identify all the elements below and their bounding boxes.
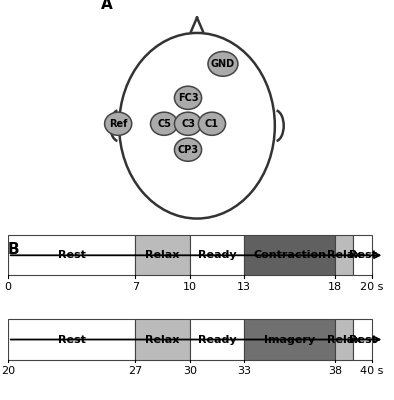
Text: GND: GND xyxy=(211,59,235,69)
Text: Contraction: Contraction xyxy=(253,250,326,260)
Text: 33: 33 xyxy=(237,366,251,376)
Bar xyxy=(335,319,353,360)
Ellipse shape xyxy=(104,112,132,135)
Bar xyxy=(353,319,372,360)
Bar xyxy=(244,235,335,276)
Text: 40 s: 40 s xyxy=(360,366,383,376)
Ellipse shape xyxy=(199,112,225,135)
Bar xyxy=(8,319,135,360)
Text: CP3: CP3 xyxy=(177,145,199,155)
Text: Relax: Relax xyxy=(327,334,361,344)
Text: Rest: Rest xyxy=(349,334,376,344)
Text: FC3: FC3 xyxy=(178,93,198,103)
Text: 30: 30 xyxy=(183,366,197,376)
Text: Ready: Ready xyxy=(198,334,236,344)
Text: 13: 13 xyxy=(237,282,251,292)
Text: B: B xyxy=(8,242,20,257)
Text: 10: 10 xyxy=(183,282,197,292)
Bar xyxy=(135,235,190,276)
Text: 0: 0 xyxy=(4,282,11,292)
Text: 7: 7 xyxy=(132,282,139,292)
Ellipse shape xyxy=(175,86,202,109)
Bar xyxy=(335,235,353,276)
Text: 20 s: 20 s xyxy=(360,282,383,292)
Text: C1: C1 xyxy=(205,119,219,129)
Text: Relax: Relax xyxy=(145,250,180,260)
Bar xyxy=(135,319,190,360)
Text: C3: C3 xyxy=(181,119,195,129)
Bar xyxy=(190,319,244,360)
Ellipse shape xyxy=(175,112,202,135)
Text: Ready: Ready xyxy=(198,250,236,260)
Text: Relax: Relax xyxy=(327,250,361,260)
Text: Relax: Relax xyxy=(145,334,180,344)
Ellipse shape xyxy=(151,112,178,135)
Text: C5: C5 xyxy=(157,119,171,129)
Text: Imagery: Imagery xyxy=(264,334,315,344)
Text: 20: 20 xyxy=(1,366,15,376)
Ellipse shape xyxy=(175,138,202,161)
Text: 27: 27 xyxy=(128,366,142,376)
Text: A: A xyxy=(101,0,113,12)
Bar xyxy=(8,235,135,276)
Ellipse shape xyxy=(208,52,238,76)
Bar xyxy=(190,235,244,276)
Bar xyxy=(353,235,372,276)
Text: Rest: Rest xyxy=(58,250,85,260)
Text: Ref: Ref xyxy=(109,119,127,129)
Text: 38: 38 xyxy=(328,366,342,376)
Text: Rest: Rest xyxy=(58,334,85,344)
Text: Rest: Rest xyxy=(349,250,376,260)
Bar xyxy=(244,319,335,360)
Text: 18: 18 xyxy=(328,282,342,292)
